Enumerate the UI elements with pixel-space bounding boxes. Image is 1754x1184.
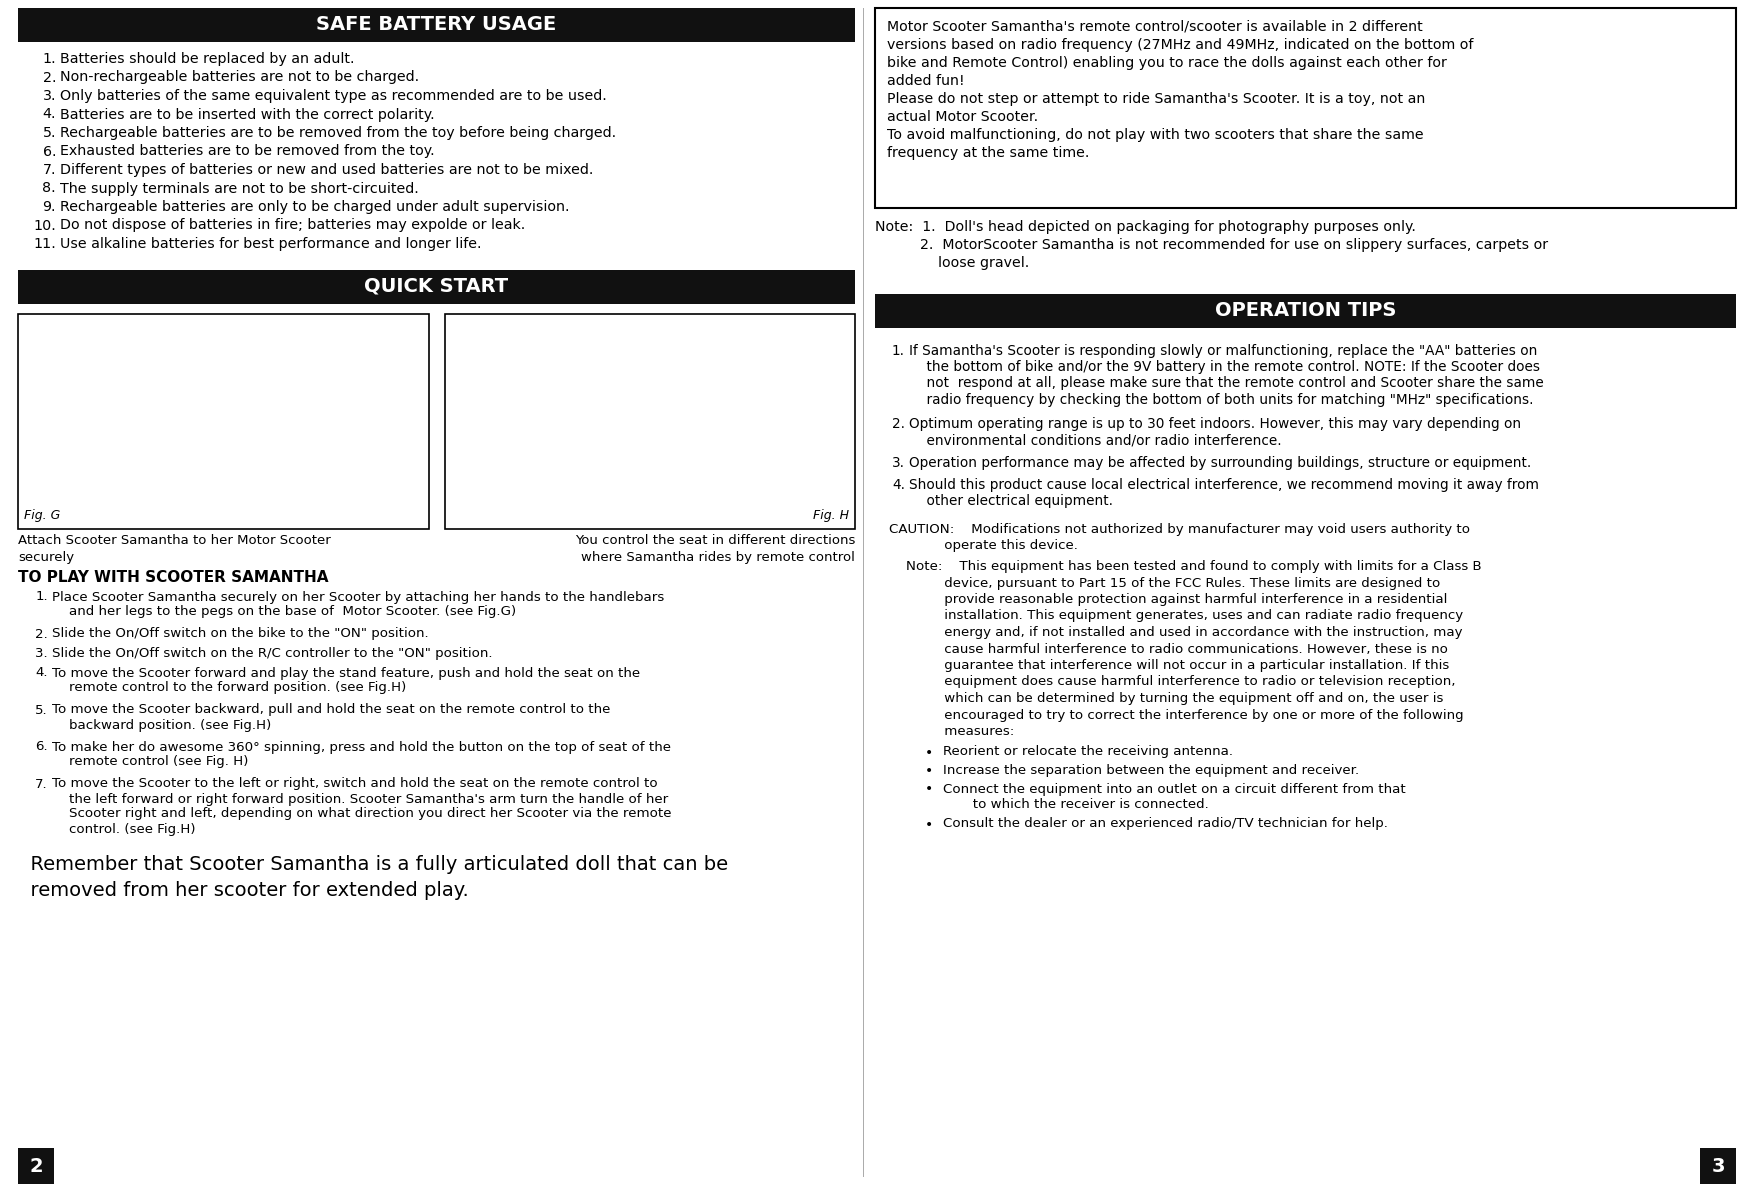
Text: 5.: 5.	[35, 703, 47, 716]
Text: 2.: 2.	[42, 71, 56, 84]
Text: •: •	[924, 783, 933, 797]
Text: To move the Scooter to the left or right, switch and hold the seat on the remote: To move the Scooter to the left or right…	[53, 778, 672, 836]
Text: To avoid malfunctioning, do not play with two scooters that share the same: To avoid malfunctioning, do not play wit…	[888, 128, 1424, 142]
Text: Note:  1.  Doll's head depicted on packaging for photography purposes only.: Note: 1. Doll's head depicted on packagi…	[875, 220, 1415, 234]
Text: 3.: 3.	[893, 456, 905, 470]
Text: 6.: 6.	[42, 144, 56, 159]
Text: which can be determined by turning the equipment off and on, the user is: which can be determined by turning the e…	[889, 691, 1444, 704]
Text: Consult the dealer or an experienced radio/TV technician for help.: Consult the dealer or an experienced rad…	[944, 817, 1387, 830]
Text: Attach Scooter Samantha to her Motor Scooter
securely: Attach Scooter Samantha to her Motor Sco…	[18, 534, 332, 565]
Text: Batteries should be replaced by an adult.: Batteries should be replaced by an adult…	[60, 52, 354, 66]
Text: device, pursuant to Part 15 of the FCC Rules. These limits are designed to: device, pursuant to Part 15 of the FCC R…	[889, 577, 1440, 590]
Bar	[444, 314, 854, 528]
Text: Reorient or relocate the receiving antenna.: Reorient or relocate the receiving anten…	[944, 746, 1233, 759]
Text: actual Motor Scooter.: actual Motor Scooter.	[888, 110, 1038, 124]
Bar	[18, 8, 854, 41]
Bar	[18, 270, 854, 303]
Text: 3.: 3.	[35, 646, 47, 659]
Text: Slide the On/Off switch on the R/C controller to the "ON" position.: Slide the On/Off switch on the R/C contr…	[53, 646, 493, 659]
Text: The supply terminals are not to be short-circuited.: The supply terminals are not to be short…	[60, 181, 419, 195]
Text: Batteries are to be inserted with the correct polarity.: Batteries are to be inserted with the co…	[60, 108, 435, 122]
Text: Slide the On/Off switch on the bike to the "ON" position.: Slide the On/Off switch on the bike to t…	[53, 628, 428, 641]
Text: Fig. G: Fig. G	[25, 509, 60, 522]
Bar	[18, 1148, 54, 1184]
Text: 1.: 1.	[893, 345, 905, 358]
Text: Exhausted batteries are to be removed from the toy.: Exhausted batteries are to be removed fr…	[60, 144, 435, 159]
Text: 2.: 2.	[893, 417, 905, 431]
Bar	[875, 8, 1736, 208]
Text: 4.: 4.	[893, 478, 905, 493]
Text: added fun!: added fun!	[888, 73, 965, 88]
Text: SAFE BATTERY USAGE: SAFE BATTERY USAGE	[316, 15, 556, 34]
Text: 5.: 5.	[42, 126, 56, 140]
Text: 4.: 4.	[35, 667, 47, 680]
Text: Rechargeable batteries are only to be charged under adult supervision.: Rechargeable batteries are only to be ch…	[60, 200, 570, 214]
Text: Use alkaline batteries for best performance and longer life.: Use alkaline batteries for best performa…	[60, 237, 482, 251]
Text: To make her do awesome 360° spinning, press and hold the button on the top of se: To make her do awesome 360° spinning, pr…	[53, 740, 672, 768]
Text: TO PLAY WITH SCOOTER SAMANTHA: TO PLAY WITH SCOOTER SAMANTHA	[18, 571, 328, 586]
Text: If Samantha's Scooter is responding slowly or malfunctioning, replace the "AA" b: If Samantha's Scooter is responding slow…	[909, 345, 1544, 406]
Text: 3: 3	[1712, 1157, 1724, 1176]
Text: 2: 2	[30, 1157, 42, 1176]
Text: You control the seat in different directions
where Samantha rides by remote cont: You control the seat in different direct…	[575, 534, 854, 565]
Text: To move the Scooter backward, pull and hold the seat on the remote control to th: To move the Scooter backward, pull and h…	[53, 703, 610, 732]
Text: energy and, if not installed and used in accordance with the instruction, may: energy and, if not installed and used in…	[889, 626, 1463, 639]
Text: Should this product cause local electrical interference, we recommend moving it : Should this product cause local electric…	[909, 478, 1538, 508]
Text: Non-rechargeable batteries are not to be charged.: Non-rechargeable batteries are not to be…	[60, 71, 419, 84]
Text: equipment does cause harmful interference to radio or television reception,: equipment does cause harmful interferenc…	[889, 676, 1456, 689]
Text: Remember that Scooter Samantha is a fully articulated doll that can be
  removed: Remember that Scooter Samantha is a full…	[18, 856, 728, 900]
Text: 10.: 10.	[33, 219, 56, 232]
Text: 1.: 1.	[35, 591, 47, 604]
Text: loose gravel.: loose gravel.	[875, 256, 1030, 270]
Text: Do not dispose of batteries in fire; batteries may expolde or leak.: Do not dispose of batteries in fire; bat…	[60, 219, 524, 232]
Text: 8.: 8.	[42, 181, 56, 195]
Text: Note:    This equipment has been tested and found to comply with limits for a Cl: Note: This equipment has been tested and…	[889, 560, 1482, 573]
Text: •: •	[924, 746, 933, 759]
Text: measures:: measures:	[889, 725, 1014, 738]
Text: OPERATION TIPS: OPERATION TIPS	[1216, 302, 1396, 321]
Text: Fig. H: Fig. H	[814, 509, 849, 522]
Text: operate this device.: operate this device.	[889, 540, 1079, 553]
Text: Different types of batteries or new and used batteries are not to be mixed.: Different types of batteries or new and …	[60, 163, 593, 176]
Text: 2.  MotorScooter Samantha is not recommended for use on slippery surfaces, carpe: 2. MotorScooter Samantha is not recommen…	[875, 238, 1549, 252]
Text: Place Scooter Samantha securely on her Scooter by attaching her hands to the han: Place Scooter Samantha securely on her S…	[53, 591, 665, 618]
Text: Rechargeable batteries are to be removed from the toy before being charged.: Rechargeable batteries are to be removed…	[60, 126, 616, 140]
Text: frequency at the same time.: frequency at the same time.	[888, 146, 1089, 160]
Text: QUICK START: QUICK START	[365, 277, 509, 296]
Text: versions based on radio frequency (27MHz and 49MHz, indicated on the bottom of: versions based on radio frequency (27MHz…	[888, 38, 1473, 52]
Text: bike and Remote Control) enabling you to race the dolls against each other for: bike and Remote Control) enabling you to…	[888, 56, 1447, 70]
Text: 2.: 2.	[35, 628, 47, 641]
Text: installation. This equipment generates, uses and can radiate radio frequency: installation. This equipment generates, …	[889, 610, 1463, 623]
Text: 1.: 1.	[42, 52, 56, 66]
Text: 3.: 3.	[42, 89, 56, 103]
Text: Connect the equipment into an outlet on a circuit different from that
       to : Connect the equipment into an outlet on …	[944, 783, 1405, 811]
Text: To move the Scooter forward and play the stand feature, push and hold the seat o: To move the Scooter forward and play the…	[53, 667, 640, 695]
Text: Increase the separation between the equipment and receiver.: Increase the separation between the equi…	[944, 764, 1359, 777]
Text: 7.: 7.	[42, 163, 56, 176]
Text: •: •	[924, 764, 933, 778]
Text: Please do not step or attempt to ride Samantha's Scooter. It is a toy, not an: Please do not step or attempt to ride Sa…	[888, 92, 1426, 107]
Bar	[875, 294, 1736, 328]
Text: Optimum operating range is up to 30 feet indoors. However, this may vary dependi: Optimum operating range is up to 30 feet…	[909, 417, 1521, 448]
Text: provide reasonable protection against harmful interference in a residential: provide reasonable protection against ha…	[889, 593, 1447, 606]
Text: encouraged to try to correct the interference by one or more of the following: encouraged to try to correct the interfe…	[889, 708, 1463, 721]
Text: guarantee that interference will not occur in a particular installation. If this: guarantee that interference will not occ…	[889, 659, 1449, 673]
Text: 11.: 11.	[33, 237, 56, 251]
Text: CAUTION:    Modifications not authorized by manufacturer may void users authorit: CAUTION: Modifications not authorized by…	[889, 523, 1470, 536]
Bar	[1700, 1148, 1736, 1184]
Text: Operation performance may be affected by surrounding buildings, structure or equ: Operation performance may be affected by…	[909, 456, 1531, 470]
Bar	[18, 314, 428, 528]
Text: 9.: 9.	[42, 200, 56, 214]
Text: cause harmful interference to radio communications. However, these is no: cause harmful interference to radio comm…	[889, 643, 1447, 656]
Text: Motor Scooter Samantha's remote control/scooter is available in 2 different: Motor Scooter Samantha's remote control/…	[888, 20, 1422, 34]
Text: 4.: 4.	[42, 108, 56, 122]
Text: •: •	[924, 817, 933, 831]
Text: Only batteries of the same equivalent type as recommended are to be used.: Only batteries of the same equivalent ty…	[60, 89, 607, 103]
Text: 7.: 7.	[35, 778, 47, 791]
Text: 6.: 6.	[35, 740, 47, 753]
